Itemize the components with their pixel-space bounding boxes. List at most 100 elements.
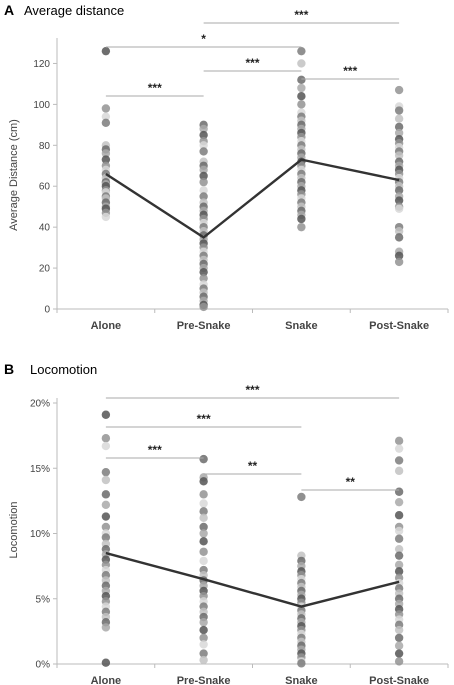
panel-a-data-point bbox=[297, 92, 306, 101]
panel-b-y-tick-label: 5% bbox=[36, 594, 51, 605]
panel-a-data-point bbox=[199, 192, 208, 201]
panel-a-average-distance: A Average distance Average Distance (cm)… bbox=[4, 2, 449, 332]
panel-a-mean-line bbox=[105, 158, 400, 239]
panel-b-data-point bbox=[101, 512, 111, 521]
panel-b-data-point bbox=[199, 655, 208, 665]
panel-b-data-point bbox=[101, 490, 111, 499]
panel-b-data-point bbox=[101, 500, 111, 509]
panel-b-data-point bbox=[297, 492, 306, 502]
panel-a-data-point bbox=[199, 130, 208, 140]
panel-b-data-point bbox=[394, 487, 404, 496]
panel-b-significance-label: ** bbox=[248, 459, 258, 473]
panel-a-category-label-alone: Alone bbox=[91, 320, 122, 332]
panel-a-data-point bbox=[199, 267, 208, 277]
panel-a-data-point bbox=[199, 274, 208, 283]
panel-a-significance-label: * bbox=[201, 32, 206, 46]
panel-a-plot-area: 0 20 40 60 80 100 120 Alone Pre-Snake Snake Post-S… bbox=[33, 8, 449, 332]
panel-a-letter: A bbox=[4, 2, 14, 18]
panel-a-data-point bbox=[199, 165, 208, 175]
panel-b-data-point bbox=[394, 456, 404, 465]
panel-b-data-point bbox=[199, 640, 208, 649]
panel-b-data-point bbox=[199, 454, 208, 464]
panel-a-data-point bbox=[297, 59, 306, 68]
panel-a-data-point bbox=[394, 257, 404, 267]
panel-a-data-point bbox=[101, 149, 111, 158]
panel-a-category-label-snake: Snake bbox=[285, 320, 317, 332]
panel-a-y-tick-label: 120 bbox=[33, 59, 50, 70]
panel-a-data-point bbox=[394, 251, 404, 260]
panel-a-data-point bbox=[297, 214, 306, 224]
panel-b-data-point bbox=[199, 522, 208, 532]
panel-b-data-point bbox=[199, 625, 208, 635]
panel-b-data-point bbox=[199, 633, 208, 643]
panel-a-data-point bbox=[394, 186, 404, 195]
panel-b-data-point bbox=[394, 436, 404, 446]
panel-b-y-axis-label: Locomotion bbox=[8, 502, 20, 559]
panel-b-data-point bbox=[199, 507, 208, 516]
panel-a-significance-label: *** bbox=[148, 81, 162, 95]
panel-a-data-point bbox=[199, 302, 208, 312]
panel-b-data-point bbox=[394, 633, 404, 643]
panel-b-significance-label: *** bbox=[245, 383, 259, 397]
panel-a-data-point bbox=[199, 141, 208, 150]
panel-a-data-point bbox=[199, 124, 208, 134]
panel-b-data-point bbox=[394, 641, 404, 650]
panel-b-mean-line bbox=[105, 551, 400, 608]
panel-b-data-point bbox=[199, 556, 208, 566]
panel-a-data-point bbox=[394, 106, 404, 115]
panel-b-category-label-snake: Snake bbox=[285, 675, 317, 685]
panel-a-y-tick-label: 100 bbox=[33, 100, 50, 111]
panel-b-data-point bbox=[394, 657, 404, 666]
panel-b-data-point bbox=[394, 534, 404, 543]
panel-b-data-point bbox=[101, 475, 111, 485]
panel-b-data-point bbox=[199, 477, 208, 486]
panel-b-data-point bbox=[199, 513, 208, 523]
panel-b-data-point bbox=[394, 511, 404, 520]
panel-b-letter: B bbox=[4, 361, 14, 377]
panel-b-y-tick-label: 20% bbox=[30, 399, 50, 410]
panel-a-data-point bbox=[297, 83, 306, 93]
panel-b-data-point bbox=[394, 551, 404, 560]
panel-a-data-point bbox=[199, 177, 208, 187]
panel-a-data-point bbox=[297, 222, 306, 232]
panel-b-category-label-pre-snake: Pre-Snake bbox=[177, 675, 231, 685]
panel-b-data-point bbox=[394, 625, 404, 635]
panel-b-data-point bbox=[199, 618, 208, 627]
panel-b-data-point bbox=[394, 649, 404, 658]
panel-a-data-point bbox=[101, 118, 111, 128]
panel-b-data-point bbox=[394, 444, 404, 453]
panel-b-data-point bbox=[199, 547, 208, 556]
panel-a-data-point bbox=[101, 46, 111, 56]
panel-b-y-tick-label: 0% bbox=[36, 660, 51, 671]
panel-b-data-point bbox=[394, 466, 404, 476]
panel-a-data-point bbox=[394, 128, 404, 138]
panel-b-plot-area: 0% 5% 10% 15% 20% Alone Pre-Snake Snake Post-Sna… bbox=[30, 383, 449, 685]
panel-a-data-point bbox=[394, 227, 404, 236]
panel-b-data-point bbox=[394, 526, 404, 536]
panel-b-data-point bbox=[199, 649, 208, 658]
panel-a-significance-label: *** bbox=[294, 8, 308, 22]
panel-a-category-label-post-snake: Post-Snake bbox=[369, 320, 429, 332]
panel-b-data-point bbox=[199, 537, 208, 546]
panel-b-data-point bbox=[101, 467, 111, 477]
panel-b-data-point bbox=[199, 499, 208, 508]
panel-a-y-axis-label: Average Distance (cm) bbox=[8, 119, 20, 231]
panel-b-data-point bbox=[101, 623, 111, 632]
panel-a-data-point bbox=[394, 196, 404, 205]
panel-a-y-tick-label: 0 bbox=[44, 305, 50, 316]
panel-b-y-tick-label: 15% bbox=[30, 464, 50, 475]
panel-b-data-point bbox=[101, 658, 111, 667]
panel-b-data-point bbox=[199, 529, 208, 538]
panel-b-data-point bbox=[101, 533, 111, 542]
panel-a-significance-label: *** bbox=[343, 64, 357, 78]
panel-b-category-label-post-snake: Post-Snake bbox=[369, 675, 429, 685]
panel-b-significance-label: *** bbox=[197, 412, 211, 426]
panel-a-data-point bbox=[394, 151, 404, 160]
panel-a-category-label-pre-snake: Pre-Snake bbox=[177, 320, 231, 332]
panel-a-data-point bbox=[101, 104, 111, 113]
panel-a-data-point bbox=[394, 233, 404, 242]
panel-a-data-point bbox=[199, 171, 208, 181]
panel-a-y-tick-label: 60 bbox=[39, 182, 51, 193]
panel-a-data-point bbox=[394, 204, 404, 213]
